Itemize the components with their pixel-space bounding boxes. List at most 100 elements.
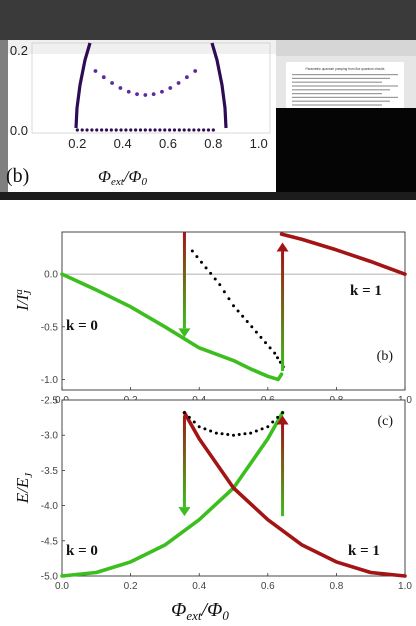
dotted-series-point <box>276 415 280 419</box>
dotted-series-point <box>218 283 222 287</box>
top-plot-dot <box>100 128 104 132</box>
right-window-toolbar <box>276 40 416 56</box>
dotted-series-point <box>250 325 254 329</box>
top-plot-dot <box>134 128 138 132</box>
top-plot-dot <box>126 89 131 94</box>
top-plot-dot <box>172 128 177 132</box>
top-plot-dot <box>90 128 94 132</box>
top-plot-ticks: 0.2 0.4 0.6 0.8 1.0 0.0 0.2 <box>10 43 268 151</box>
x-tick-label: 1.0 <box>398 581 412 592</box>
top-plot-dot <box>75 128 79 132</box>
top-plot-right-branch <box>210 42 228 129</box>
dotted-series-point <box>226 432 230 436</box>
annotation-k1: k = 1 <box>350 283 382 299</box>
panel-label: (b) <box>377 349 394 364</box>
document-line <box>292 104 382 106</box>
dotted-series-point <box>209 271 213 275</box>
panel-c-xlabel: Φext/Φ0 <box>171 599 229 623</box>
y-tick-label: -0.5 <box>41 322 59 333</box>
transition-arrow-shaft <box>281 424 285 517</box>
transition-arrow-shaft <box>182 415 186 508</box>
x-tick-label: 0.0 <box>55 581 69 592</box>
transition-arrow-head <box>178 328 191 338</box>
top-plot-dot <box>176 81 181 85</box>
panel-b-frame <box>61 231 406 391</box>
x-tick-label: 0.4 <box>192 581 206 592</box>
dotted-series-point <box>259 335 263 339</box>
dotted-series-point <box>232 304 235 308</box>
top-y-tick-label: 0.2 <box>10 43 28 58</box>
top-plot-dot <box>197 128 201 132</box>
top-panel-label: (b) <box>6 165 29 187</box>
top-plot-dot <box>193 69 198 73</box>
dotted-series-point <box>260 427 264 431</box>
dotted-series-point <box>227 297 231 301</box>
document-line <box>292 81 382 83</box>
top-plot-dot <box>192 128 196 132</box>
top-plot-dot <box>158 128 162 132</box>
top-plot-dot <box>202 128 206 132</box>
document-line <box>292 74 398 76</box>
transition-arrow-shaft <box>182 232 186 329</box>
panel-b-chart: 0.00.20.40.60.81.00.0-0.5-1.0(b)k = 0k =… <box>41 231 412 406</box>
dotted-series-point <box>243 432 247 436</box>
top-plot-dot <box>168 128 172 132</box>
left-window-sidebar <box>0 40 8 192</box>
y-tick-label: -4.5 <box>41 536 59 547</box>
y-tick-label: -3.5 <box>41 466 59 477</box>
y-tick-label: -5.0 <box>41 572 59 583</box>
dotted-series-point <box>204 266 208 270</box>
top-plot-dot <box>138 128 143 132</box>
panel-c-chart: 0.0 0.2 0.4 0.6 0.8 1.0 -2.5 -3.0 -3.5 -4.0 -4.5 -5… <box>41 396 413 593</box>
panel-b-ylabel: I/IaJ <box>13 289 34 312</box>
top-plot-dot <box>211 128 215 132</box>
dotted-series-point <box>264 341 268 345</box>
dotted-series-point <box>245 320 249 324</box>
top-plot-dot <box>93 69 98 73</box>
desktop-screenshot: Parametric quantum pumping from flux qua… <box>0 0 416 200</box>
dotted-series-point <box>268 346 272 350</box>
top-plot-dot <box>177 128 181 132</box>
top-x-tick-label: 0.2 <box>68 136 86 151</box>
top-x-tick-label: 0.8 <box>204 136 222 151</box>
y-tick-label: -1.0 <box>41 375 59 386</box>
dotted-series-point <box>237 432 241 436</box>
top-plot-dot <box>118 86 123 90</box>
document-text-lines <box>292 74 398 106</box>
panel-label: (c) <box>377 414 393 429</box>
y-tick-label: -2.5 <box>41 396 59 407</box>
top-x-tick-label: 1.0 <box>250 136 268 151</box>
dotted-series-point <box>276 356 280 360</box>
panel-c-ylabel: E/EJ <box>13 472 35 505</box>
x-tick-label: 0.6 <box>261 581 275 592</box>
top-plot-dot <box>160 89 164 94</box>
top-plot-dot <box>184 75 189 80</box>
transition-arrow-head <box>276 415 289 425</box>
y-tick-label: -3.0 <box>41 431 59 442</box>
dotted-series-point <box>199 260 203 264</box>
dotted-series-point <box>273 351 277 355</box>
top-plot-dot <box>80 128 84 132</box>
transition-arrow-shaft <box>281 251 285 372</box>
dotted-series-point <box>236 309 240 313</box>
dotted-series-point <box>281 411 285 415</box>
top-plot-dot <box>187 128 191 132</box>
top-x-tick-label: 0.4 <box>114 136 132 151</box>
top-plot-dot <box>101 75 106 80</box>
top-plot-dot <box>168 86 173 90</box>
top-plot-dot <box>182 128 186 132</box>
dotted-series-point <box>195 255 199 259</box>
dotted-series-point <box>213 277 217 281</box>
dotted-series-point <box>222 290 226 294</box>
top-plot-frame <box>31 42 271 134</box>
series-k1-line <box>279 232 407 276</box>
dotted-series-point <box>197 425 201 429</box>
dotted-series-point <box>249 431 253 435</box>
left-window-menubar <box>0 40 276 54</box>
dotted-series-point <box>241 314 245 318</box>
dotted-series-point <box>182 411 186 415</box>
top-xlabel: Φext/Φ0 <box>98 167 147 188</box>
dotted-series-point <box>254 429 258 433</box>
document-page <box>286 62 404 108</box>
top-plot-dot <box>104 128 109 132</box>
